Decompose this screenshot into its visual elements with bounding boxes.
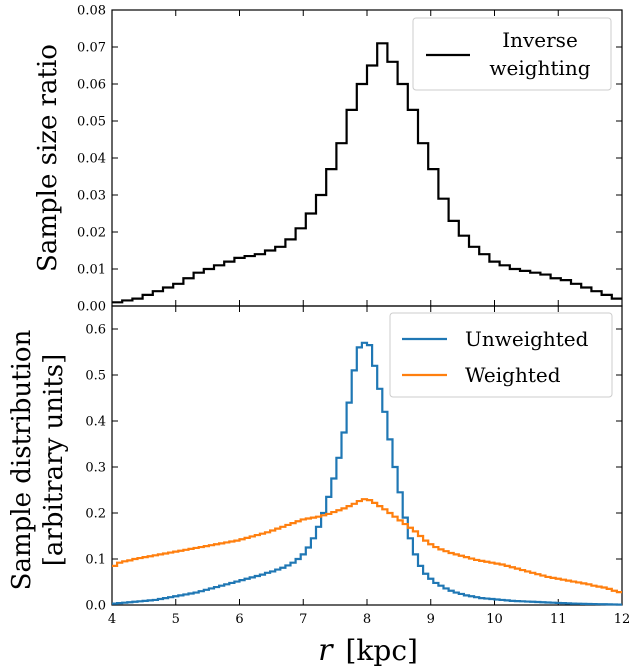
x-tick-label: 11	[550, 612, 567, 627]
y-axis-title-bottom-line1: Sample distribution	[7, 329, 37, 590]
x-tick-label: 5	[172, 612, 180, 627]
top-panel: 0.00 0.01 0.02 0.03 0.04 0.05 0.06 0.07 0.08 Inve…	[77, 4, 623, 315]
x-tick-label: 12	[614, 612, 631, 627]
bottom-y-tick-label: 0.1	[85, 553, 106, 568]
top-y-tick-label: 0.05	[77, 115, 106, 130]
x-axis-unit: [kpc]	[346, 634, 418, 667]
top-y-tick-label: 0.00	[77, 300, 106, 315]
x-tick-label: 6	[235, 612, 243, 627]
bottom-y-tick-label: 0.0	[85, 599, 106, 614]
bottom-y-tick-label: 0.3	[85, 461, 106, 476]
bottom-y-tick-label: 0.6	[85, 323, 106, 338]
x-tick-label: 7	[299, 612, 307, 627]
x-tick-label: 8	[363, 612, 371, 627]
bottom-panel: 4 5 6 7 8 9 10 11 12 0.0 0.1 0.2 0.3 0.4 0.5 0.6 Unweigh…	[85, 305, 631, 627]
bottom-y-tick-label: 0.4	[85, 415, 106, 430]
top-y-tick-label: 0.08	[77, 4, 106, 19]
x-tick-label: 10	[486, 612, 503, 627]
x-axis-variable: r	[318, 633, 334, 668]
y-axis-title-bottom-line2: [arbitrary units]	[39, 354, 69, 567]
top-y-tick-label: 0.06	[77, 78, 106, 93]
legend-label-line1: Inverse	[502, 28, 578, 52]
bottom-y-tick-label: 0.2	[85, 507, 106, 522]
top-y-tick-label: 0.02	[77, 226, 106, 241]
legend-label-unweighted: Unweighted	[465, 327, 589, 351]
legend-label-weighted: Weighted	[465, 363, 561, 387]
top-y-tick-label: 0.04	[77, 152, 106, 167]
bottom-y-tick-label: 0.5	[85, 369, 106, 384]
legend-box-top	[412, 17, 612, 91]
x-tick-label: 4	[108, 612, 116, 627]
top-series-inverse-weighting	[112, 42, 622, 304]
top-y-tick-label: 0.01	[77, 263, 106, 278]
top-y-tick-label: 0.07	[77, 41, 106, 56]
top-y-tick-label: 0.03	[77, 189, 106, 204]
bottom-series-weighted	[112, 498, 622, 594]
legend-label-line2: weighting	[489, 56, 590, 80]
y-axis-title-top: Sample size ratio	[33, 44, 63, 272]
bottom-series-unweighted	[112, 341, 622, 606]
x-axis-title: r [kpc]	[318, 633, 418, 668]
x-tick-label: 9	[427, 612, 435, 627]
